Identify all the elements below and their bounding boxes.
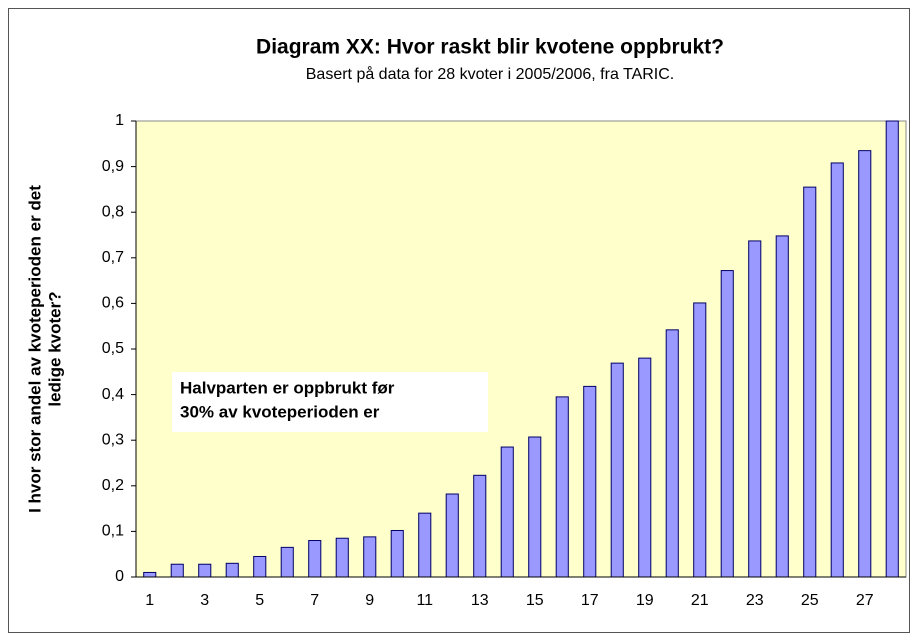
y-tick-label: 0,1 <box>102 523 124 540</box>
bar <box>418 512 432 578</box>
bar <box>253 555 267 578</box>
y-tick-label: 0,4 <box>102 386 124 403</box>
bar <box>473 474 487 578</box>
bar <box>198 563 212 578</box>
bar <box>555 396 569 578</box>
plot-area <box>135 120 907 578</box>
bar <box>363 536 377 578</box>
y-tick-label: 0,6 <box>102 295 124 312</box>
bar <box>280 546 294 578</box>
x-tick-label: 15 <box>526 592 544 609</box>
bar <box>583 385 597 578</box>
bar <box>775 235 789 578</box>
y-tick-label: 0,2 <box>102 477 124 494</box>
y-tick-label: 0,8 <box>102 203 124 220</box>
y-tick-label: 0,9 <box>102 158 124 175</box>
bar <box>528 436 542 578</box>
x-tick-label: 9 <box>365 592 374 609</box>
y-tick-label: 0 <box>115 568 124 585</box>
bar <box>803 186 817 578</box>
x-tick-label: 5 <box>255 592 264 609</box>
annotation: Halvparten er oppbrukt før <box>180 378 395 397</box>
y-tick-label: 0,3 <box>102 431 124 448</box>
y-tick-label: 0,5 <box>102 340 124 357</box>
bar <box>335 537 349 578</box>
chart-title: Diagram XX: Hvor raskt blir kvotene oppb… <box>256 36 724 59</box>
bar <box>500 446 514 578</box>
x-tick-label: 21 <box>691 592 709 609</box>
x-tick-label: 3 <box>200 592 209 609</box>
x-tick-label: 17 <box>581 592 599 609</box>
bar <box>225 562 239 578</box>
bar <box>748 240 762 578</box>
bar <box>445 493 459 578</box>
bar <box>610 362 624 578</box>
bar <box>170 563 184 578</box>
bar <box>638 357 652 578</box>
bar <box>143 571 157 578</box>
y-tick-label: 0,7 <box>102 249 124 266</box>
y-axis-label: ledige kvoter? <box>45 291 64 406</box>
bar <box>858 150 872 578</box>
x-tick-label: 27 <box>856 592 874 609</box>
bar <box>720 270 734 578</box>
chart-subtitle: Basert på data for 28 kvoter i 2005/2006… <box>306 65 675 83</box>
y-tick-label: 1 <box>115 112 124 129</box>
bar <box>693 302 707 578</box>
bar <box>665 329 679 578</box>
x-tick-label: 1 <box>145 592 154 609</box>
x-tick-label: 25 <box>801 592 819 609</box>
bar <box>830 162 844 578</box>
x-tick-label: 11 <box>416 592 433 609</box>
x-tick-label: 23 <box>746 592 764 609</box>
annotation: 30% av kvoteperioden er <box>180 402 380 421</box>
x-tick-label: 7 <box>310 592 319 609</box>
bar <box>308 540 322 578</box>
annotation-box <box>172 372 488 432</box>
bar <box>885 120 899 578</box>
x-tick-label: 13 <box>471 592 489 609</box>
x-tick-label: 19 <box>636 592 654 609</box>
y-axis-label: I hvor stor andel av kvoteperioden er de… <box>25 185 44 513</box>
bar <box>390 529 404 578</box>
